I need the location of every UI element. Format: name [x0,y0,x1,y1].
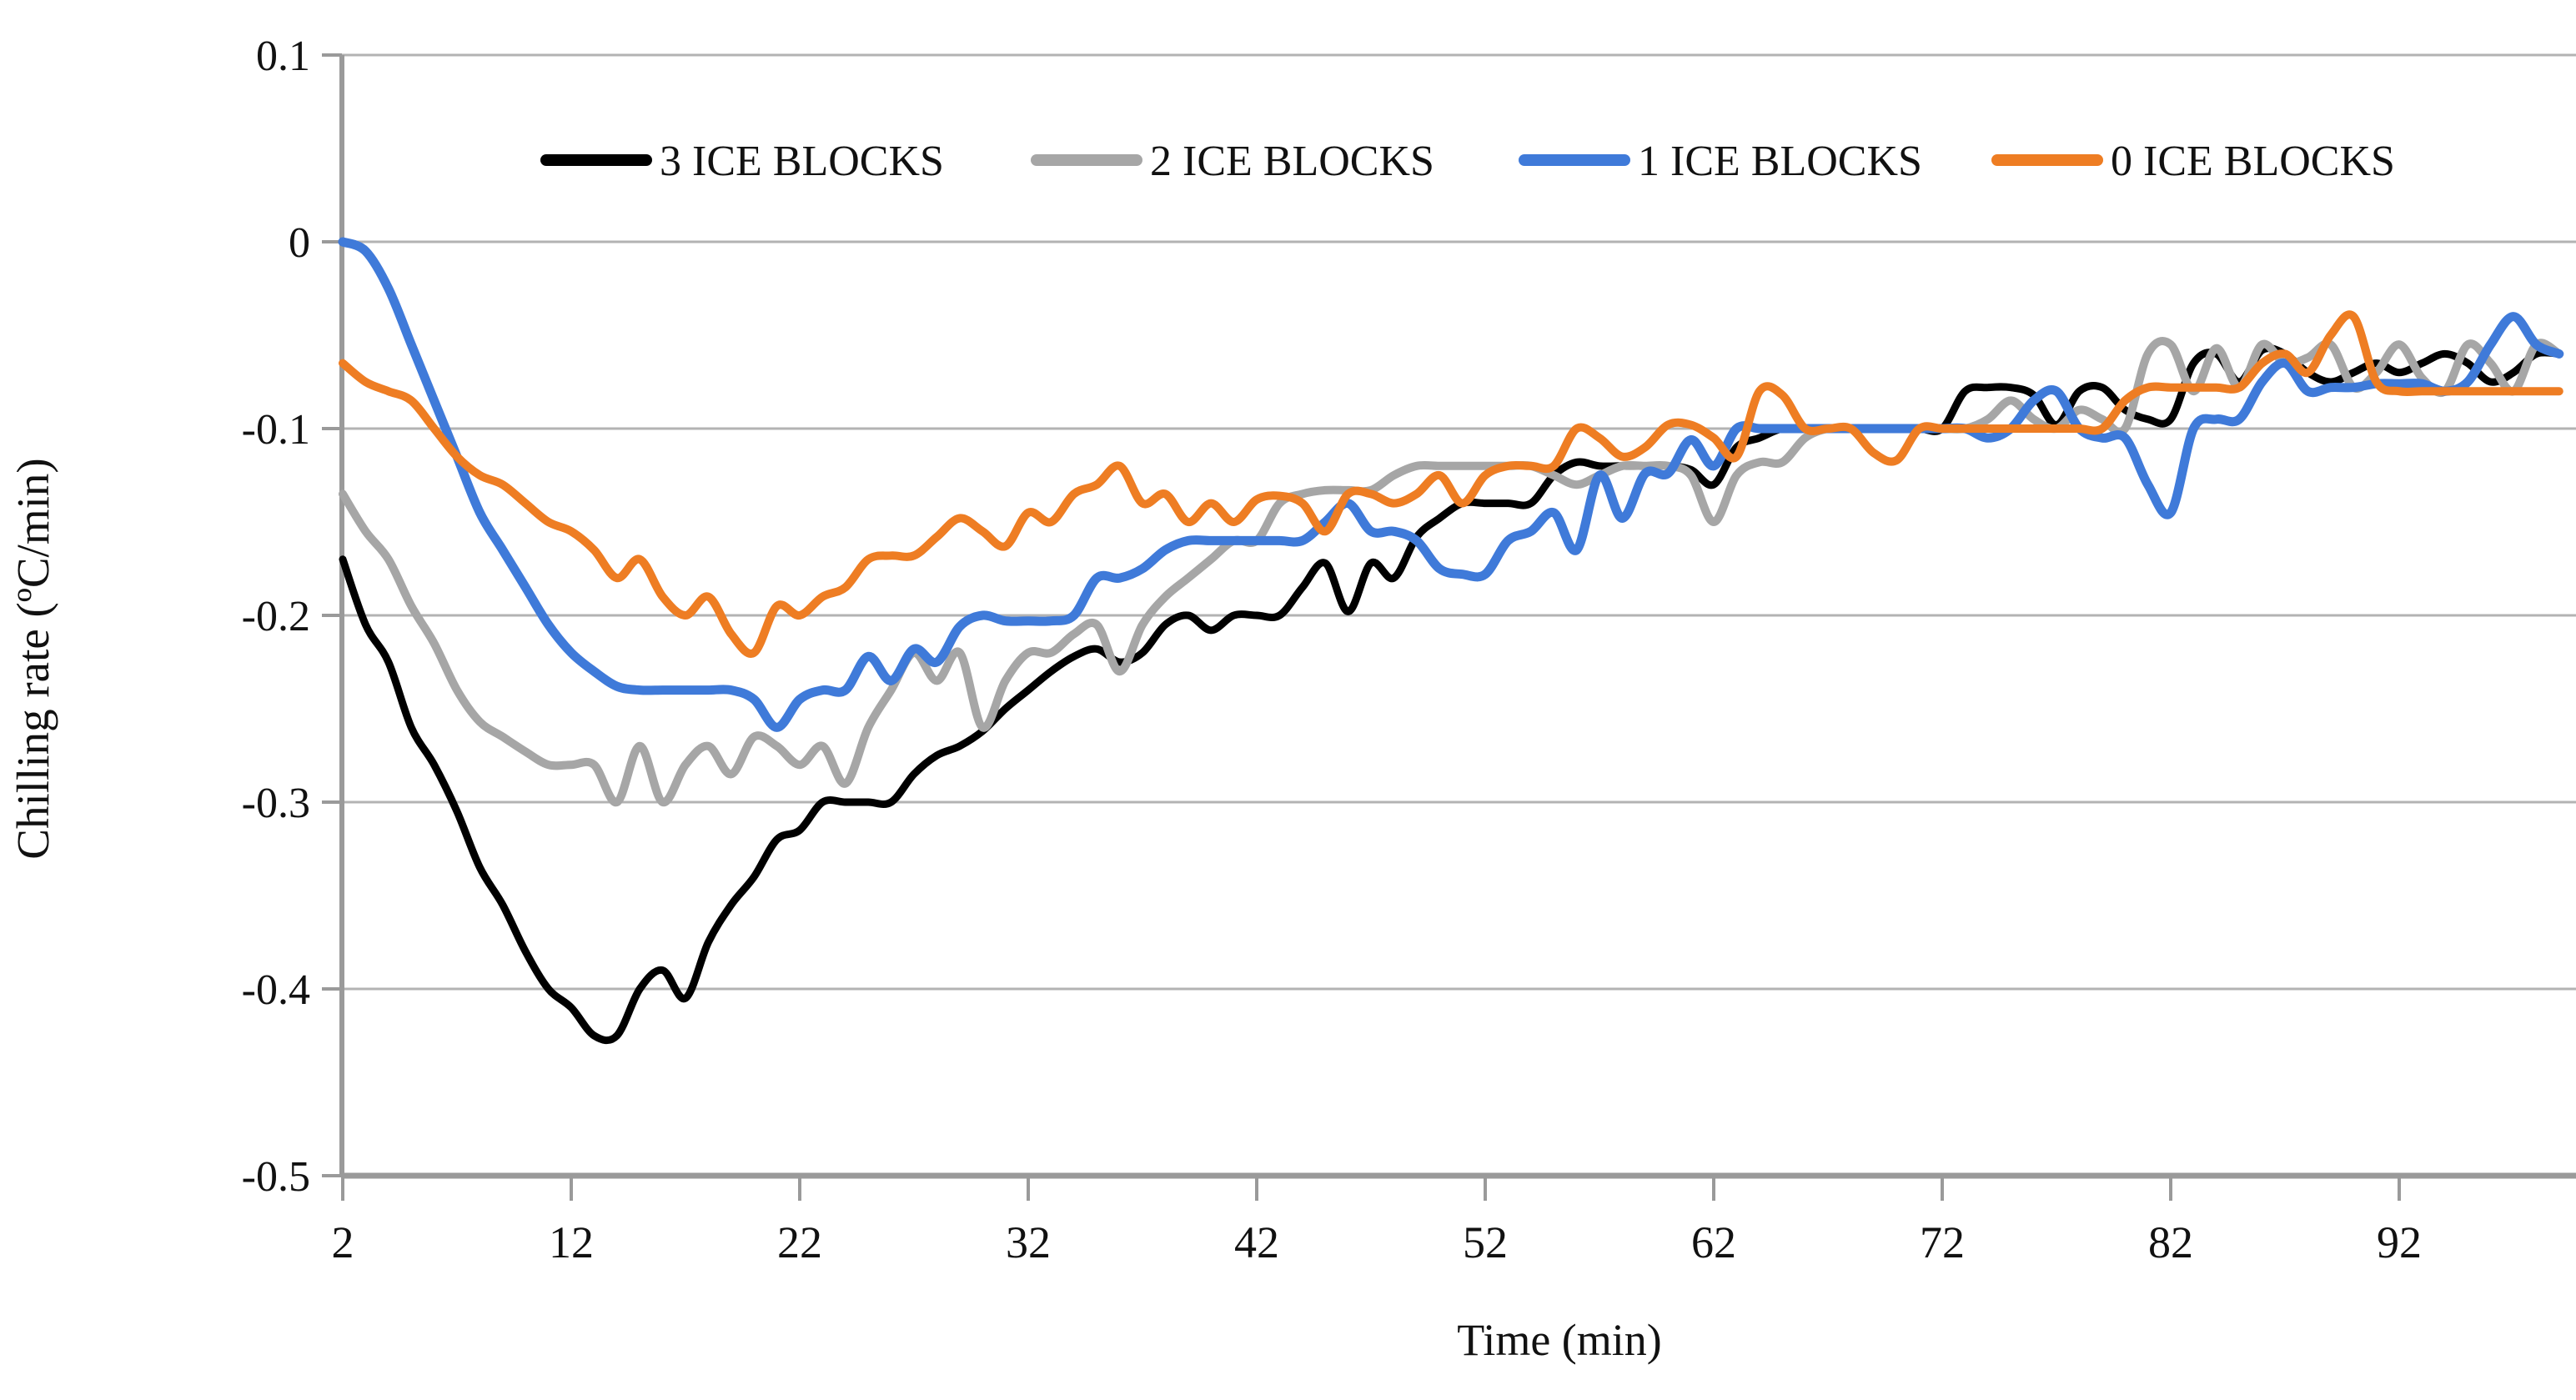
y-tick-label: -0.5 [242,1153,310,1201]
x-tick-label: 22 [777,1217,822,1267]
x-axis-title: Time (min) [1457,1315,1662,1365]
y-tick-label: -0.1 [242,406,310,454]
x-tick-label: 12 [549,1217,594,1267]
axis-labels: 0.1 0 -0.1 -0.2 -0.3 -0.4 -0.5 2 12 22 32 42 52 62 72 8… [242,33,2422,1267]
series-line-1-ice-blocks [338,237,2564,732]
y-tick-label: -0.4 [242,966,310,1014]
x-tick-label: 62 [1691,1217,1736,1267]
legend-item-2-ice-blocks: 2 ICE BLOCKS [1031,138,1434,185]
y-tick-label: 0 [289,219,310,267]
x-tick-label: 52 [1463,1217,1508,1267]
x-tick-label: 42 [1234,1217,1279,1267]
series-lines [338,237,2564,1045]
legend-label: 0 ICE BLOCKS [2111,138,2395,185]
y-axis-title: Chilling rate (ºC/min) [8,458,58,859]
x-tick-label: 92 [2377,1217,2422,1267]
y-tick-label: -0.2 [242,593,310,640]
legend-label: 2 ICE BLOCKS [1150,138,1434,185]
x-tick-label: 72 [1920,1217,1965,1267]
x-tick-label: 82 [2148,1217,2193,1267]
y-tick-label: -0.3 [242,780,310,827]
legend-item-3-ice-blocks: 3 ICE BLOCKS [540,138,944,185]
y-tick-label: 0.1 [256,33,310,80]
legend: 3 ICE BLOCKS 2 ICE BLOCKS 1 ICE BLOCKS 0 IC… [540,138,2395,185]
legend-item-1-ice-blocks: 1 ICE BLOCKS [1519,138,1922,185]
x-tick-label: 2 [332,1217,354,1267]
legend-label: 3 ICE BLOCKS [660,138,944,185]
axes [322,53,2576,1201]
legend-label: 1 ICE BLOCKS [1638,138,1922,185]
legend-item-0-ice-blocks: 0 ICE BLOCKS [1991,138,2395,185]
series-line-0-ice-blocks [339,310,2563,658]
x-tick-label: 32 [1006,1217,1051,1267]
